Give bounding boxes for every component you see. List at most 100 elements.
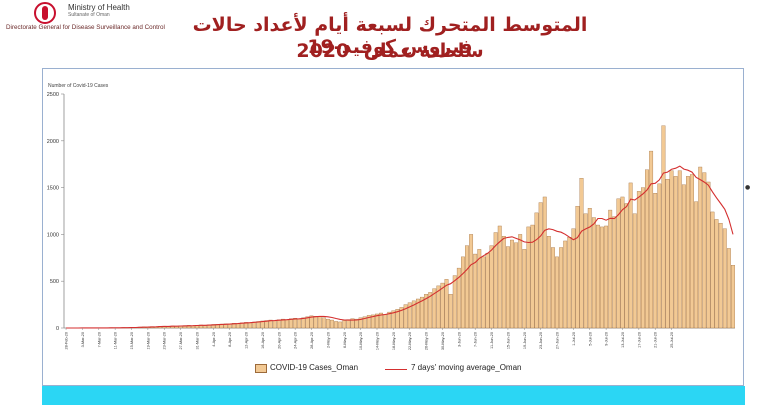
moving-average-line — [66, 165, 734, 329]
bar — [555, 256, 559, 329]
x-tick-label: 7-Jun-20 — [474, 332, 478, 347]
x-tick-label: 21-Jul-20 — [654, 332, 658, 348]
bar — [399, 307, 404, 329]
bar — [641, 187, 645, 329]
bar — [272, 320, 277, 329]
x-tick-label: 23-Mar-20 — [163, 332, 167, 350]
chart-legend: COVID-19 Cases_Oman 7 days' moving avera… — [255, 362, 545, 376]
bar — [379, 312, 384, 329]
x-tick-label: 22-May-20 — [408, 332, 412, 350]
bar — [387, 311, 392, 329]
bar — [411, 300, 416, 329]
x-tick-label: 4-Apr-20 — [212, 332, 216, 347]
x-tick-label: 9-Jul-20 — [605, 332, 609, 346]
bar — [448, 294, 453, 329]
bar — [661, 125, 666, 329]
bar — [440, 282, 445, 329]
bar — [632, 213, 637, 329]
y-tick-label: 2000 — [47, 139, 59, 145]
bar — [718, 222, 723, 329]
x-tick-label: 11-Mar-20 — [114, 332, 118, 349]
bar — [579, 178, 584, 329]
ministry-emblem-icon — [34, 2, 56, 24]
bar — [706, 181, 711, 329]
bar — [403, 304, 408, 329]
bar — [645, 169, 649, 329]
chart-subtitle: سلطنة عمان- 2020 — [296, 40, 484, 62]
bar — [653, 193, 658, 329]
bar — [428, 292, 433, 329]
bar — [731, 265, 735, 329]
bar — [669, 170, 674, 329]
bar — [415, 298, 420, 329]
bar — [526, 226, 531, 329]
bar — [686, 176, 690, 329]
bar — [330, 319, 334, 329]
x-tick-label: 16-Apr-20 — [261, 332, 265, 349]
bar — [559, 247, 564, 329]
bar — [489, 245, 494, 329]
x-tick-label: 12-Apr-20 — [245, 332, 249, 349]
bar — [612, 216, 617, 329]
legend-swatch-average — [385, 369, 407, 370]
bar — [268, 319, 273, 329]
bar — [534, 212, 539, 329]
bar — [657, 183, 662, 329]
bar — [702, 172, 707, 329]
x-tick-label: 6-May-20 — [343, 332, 347, 348]
bar — [362, 316, 367, 329]
bar — [276, 319, 281, 329]
bar — [338, 321, 343, 329]
bar — [542, 196, 547, 329]
x-tick-label: 26-May-20 — [425, 332, 429, 350]
x-tick-label: 3-Mar-20 — [81, 332, 85, 347]
bar — [530, 224, 535, 329]
bar — [551, 247, 555, 329]
bar — [714, 219, 719, 329]
bar — [395, 309, 400, 329]
bar — [673, 176, 678, 329]
bar — [280, 318, 285, 329]
bar — [514, 242, 519, 329]
bar — [681, 184, 686, 329]
bar — [698, 166, 703, 329]
x-tick-label: 1-Jul-20 — [572, 332, 576, 346]
bar — [350, 318, 355, 329]
y-axis-label: Number of Covid-19 Cases — [48, 83, 109, 89]
bar — [342, 320, 347, 329]
x-tick-label: 30-May-20 — [441, 332, 445, 350]
x-tick-label: 14-May-20 — [375, 332, 379, 350]
bar — [563, 240, 568, 329]
x-tick-label: 11-Jun-20 — [490, 332, 494, 349]
legend-label-cases: COVID-19 Cases_Oman — [270, 363, 359, 372]
x-tick-label: 13-Jul-20 — [621, 332, 625, 348]
bar — [518, 234, 523, 329]
bar — [313, 316, 318, 329]
x-tick-label: 2-May-20 — [326, 332, 330, 348]
y-tick-label: 2500 — [47, 92, 59, 98]
bar — [510, 239, 514, 329]
edge-mark: ● — [745, 184, 751, 191]
bar — [649, 150, 654, 329]
bar — [501, 236, 506, 329]
x-tick-label: 15-Jun-20 — [506, 332, 510, 349]
x-tick-label: 18-May-20 — [392, 332, 396, 350]
bar — [481, 256, 486, 329]
y-tick-label: 1000 — [47, 232, 59, 238]
bar — [583, 213, 588, 329]
bar — [436, 285, 441, 329]
bar — [567, 237, 572, 329]
x-tick-label: 19-Mar-20 — [146, 332, 150, 350]
bar — [293, 317, 298, 329]
bar — [334, 321, 339, 329]
bar — [636, 191, 641, 329]
bar — [575, 206, 580, 329]
bar — [604, 225, 609, 329]
bar — [473, 253, 478, 329]
x-tick-label: 15-Mar-20 — [130, 332, 134, 350]
bar — [301, 317, 306, 329]
bar — [616, 198, 621, 329]
bar — [665, 179, 670, 329]
bar — [289, 318, 293, 329]
bar — [452, 275, 457, 329]
